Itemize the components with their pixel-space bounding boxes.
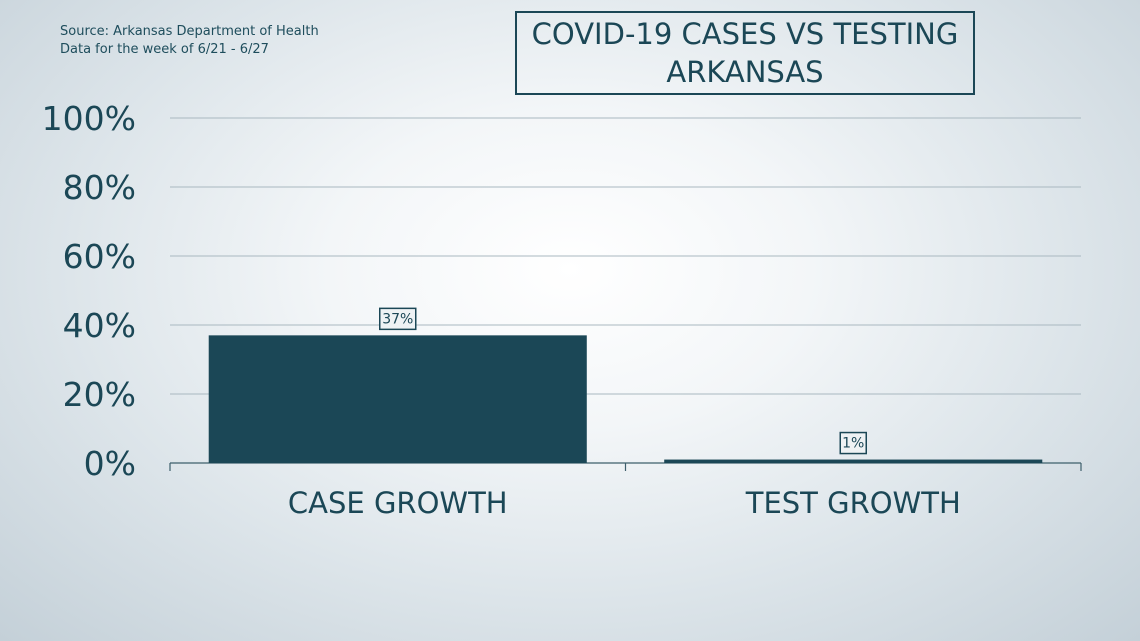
chart-title: COVID-19 CASES VS TESTING ARKANSAS (515, 11, 975, 95)
data-label-box (839, 431, 867, 455)
y-tick-label: 60% (63, 237, 136, 276)
source-line: Source: Arkansas Department of Health (60, 24, 319, 39)
source-note: Source: Arkansas Department of Health Da… (60, 23, 319, 59)
date-range-line: Data for the week of 6/21 - 6/27 (60, 42, 269, 57)
data-label-box (379, 307, 417, 331)
chart-title-line2: ARKANSAS (666, 55, 824, 89)
chart-title-line1: COVID-19 CASES VS TESTING (531, 17, 959, 51)
data-label: 1% (842, 436, 864, 452)
x-tick-label: TEST GROWTH (745, 486, 961, 520)
bar (664, 459, 1043, 463)
bar (208, 335, 587, 463)
x-tick-label: CASE GROWTH (288, 486, 508, 520)
y-tick-label: 0% (84, 444, 136, 483)
y-tick-label: 20% (63, 375, 136, 414)
y-tick-label: 80% (63, 168, 136, 207)
y-tick-label: 100% (42, 99, 136, 138)
y-tick-label: 40% (63, 306, 136, 345)
data-label: 37% (382, 311, 413, 327)
